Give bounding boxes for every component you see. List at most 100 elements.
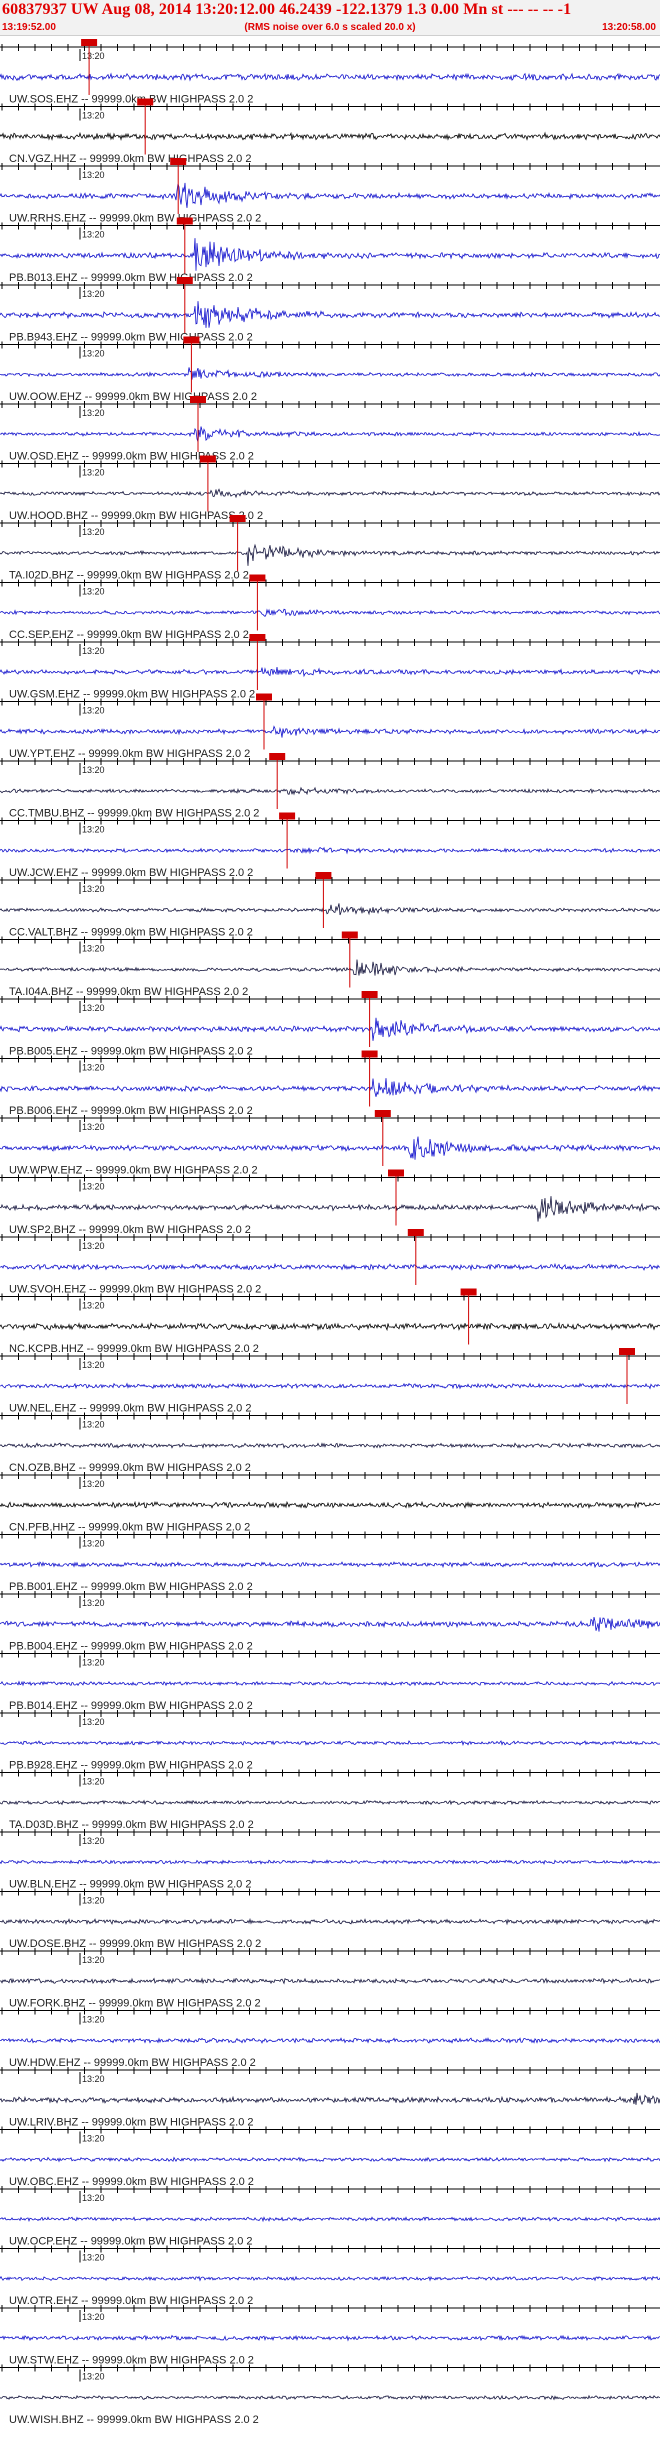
minute-tick-label: 13:20 — [82, 1182, 105, 1192]
minute-tick-label: 13:20 — [82, 1301, 105, 1311]
minute-tick-label: 13:20 — [82, 1598, 105, 1608]
minute-tick-label: 13:20 — [82, 587, 105, 597]
channel-label: TA.I04A.BHZ -- 99999.0km BW HIGHPASS 2.0… — [9, 986, 248, 998]
channel-label: UW.GSM.EHZ -- 99999.0km BW HIGHPASS 2.0 … — [9, 689, 255, 701]
channel-label: UW.SOS.EHZ -- 99999.0km BW HIGHPASS 2.0 … — [9, 94, 253, 106]
waveform-trace — [0, 2334, 660, 2342]
minute-tick-label: 13:20 — [82, 1777, 105, 1787]
minute-tick-label: 13:20 — [82, 468, 105, 478]
window-start-time: 13:19:52.00 — [2, 22, 56, 33]
waveform-trace — [0, 2394, 660, 2401]
window-end-time: 13:20:58.00 — [602, 22, 656, 33]
channel-label: UW.DOSE.BHZ -- 99999.0km BW HIGHPASS 2.0… — [9, 1938, 261, 1950]
channel-label: UW.NEL.EHZ -- 99999.0km BW HIGHPASS 2.0 … — [9, 1403, 251, 1415]
channel-label: UW.STW.EHZ -- 99999.0km BW HIGHPASS 2.0 … — [9, 2355, 254, 2367]
event-title: 60837937 UW Aug 08, 2014 13:20:12.00 46.… — [2, 1, 572, 18]
channel-label: UW.WISH.BHZ -- 99999.0km BW HIGHPASS 2.0… — [9, 2414, 259, 2426]
minute-tick-label: 13:20 — [82, 230, 105, 240]
minute-tick-label: 13:20 — [82, 1003, 105, 1013]
minute-tick-label: 13:20 — [82, 1955, 105, 1965]
waveform-trace — [0, 1799, 660, 1806]
waveform-trace — [0, 1017, 660, 1041]
channel-label: PB.B928.EHZ -- 99999.0km BW HIGHPASS 2.0… — [9, 1760, 253, 1772]
waveform-trace — [0, 1262, 660, 1272]
channel-label: UW.SVOH.EHZ -- 99999.0km BW HIGHPASS 2.0… — [9, 1284, 261, 1296]
waveform-trace — [0, 1740, 660, 1746]
waveform-trace — [0, 1617, 660, 1632]
waveform-trace — [0, 543, 660, 566]
waveform-trace — [0, 131, 660, 141]
waveform-trace — [0, 2156, 660, 2163]
minute-tick-label: 13:20 — [82, 1539, 105, 1549]
waveform-trace — [0, 608, 660, 618]
waveform-trace — [0, 1977, 660, 1985]
minute-tick-label: 13:20 — [82, 706, 105, 716]
channel-label: UW.SP2.BHZ -- 99999.0km BW HIGHPASS 2.0 … — [9, 1224, 251, 1236]
minute-tick-label: 13:20 — [82, 1658, 105, 1668]
waveform-trace — [0, 1078, 660, 1097]
channel-label: PB.B006.EHZ -- 99999.0km BW HIGHPASS 2.0… — [9, 1105, 253, 1117]
minute-tick-label: 13:20 — [82, 1717, 105, 1727]
waveform-trace — [0, 1196, 660, 1222]
channel-label: UW.OTR.EHZ -- 99999.0km BW HIGHPASS 2.0 … — [9, 2295, 253, 2307]
waveform-trace — [0, 1561, 660, 1569]
minute-tick-label: 13:20 — [82, 1063, 105, 1073]
waveform-trace — [0, 1382, 660, 1390]
channel-label: UW.OCP.EHZ -- 99999.0km BW HIGHPASS 2.0 … — [9, 2236, 253, 2248]
channel-label: PB.B001.EHZ -- 99999.0km BW HIGHPASS 2.0… — [9, 1581, 253, 1593]
channel-label: UW.RRHS.EHZ -- 99999.0km BW HIGHPASS 2.0… — [9, 213, 261, 225]
waveform-trace — [0, 2092, 660, 2106]
minute-tick-label: 13:20 — [82, 1122, 105, 1132]
minute-tick-label: 13:20 — [82, 2134, 105, 2144]
minute-tick-label: 13:20 — [82, 170, 105, 180]
waveform-trace — [0, 367, 660, 380]
waveform-trace — [0, 667, 660, 678]
minute-tick-label: 13:20 — [82, 1896, 105, 1906]
waveform-trace — [0, 182, 660, 208]
channel-label: UW.OBC.EHZ -- 99999.0km BW HIGHPASS 2.0 … — [9, 2176, 254, 2188]
minute-tick-label: 13:20 — [82, 2253, 105, 2263]
channel-label: UW.LRIV.BHZ -- 99999.0km BW HIGHPASS 2.0… — [9, 2117, 254, 2129]
minute-tick-label: 13:20 — [82, 51, 105, 61]
minute-tick-label: 13:20 — [82, 2193, 105, 2203]
waveform-trace — [0, 786, 660, 796]
waveform-trace — [0, 846, 660, 855]
minute-tick-label: 13:20 — [82, 2015, 105, 2025]
minute-tick-label: 13:20 — [82, 1479, 105, 1489]
minute-tick-label: 13:20 — [82, 1836, 105, 1846]
waveform-trace — [0, 1442, 660, 1449]
minute-tick-label: 13:20 — [82, 349, 105, 359]
minute-tick-label: 13:20 — [82, 289, 105, 299]
channel-label: UW.YPT.EHZ -- 99999.0km BW HIGHPASS 2.0 … — [9, 748, 250, 760]
channel-label: UW.HOOD.BHZ -- 99999.0km BW HIGHPASS 2.0… — [9, 510, 263, 522]
channel-label: CC.TMBU.BHZ -- 99999.0km BW HIGHPASS 2.0… — [9, 808, 259, 820]
channel-label: UW.JCW.EHZ -- 99999.0km BW HIGHPASS 2.0 … — [9, 867, 253, 879]
channel-label: CC.SEP.EHZ -- 99999.0km BW HIGHPASS 2.0 … — [9, 629, 249, 641]
waveform-trace — [0, 1500, 660, 1510]
minute-tick-label: 13:20 — [82, 2372, 105, 2382]
waveform-trace — [0, 2216, 660, 2223]
waveform-trace — [0, 238, 660, 271]
waveform-trace — [0, 1917, 660, 1926]
waveform-trace — [0, 2037, 660, 2044]
channel-label: UW.FORK.BHZ -- 99999.0km BW HIGHPASS 2.0… — [9, 1998, 261, 2010]
minute-tick-label: 13:20 — [82, 408, 105, 418]
waveform-trace — [0, 1680, 660, 1687]
minute-tick-label: 13:20 — [82, 1241, 105, 1251]
channel-label: TA.I02D.BHZ -- 99999.0km BW HIGHPASS 2.0… — [9, 570, 249, 582]
minute-tick-label: 13:20 — [82, 944, 105, 954]
minute-tick-label: 13:20 — [82, 1360, 105, 1370]
channel-label: TA.D03D.BHZ -- 99999.0km BW HIGHPASS 2.0… — [9, 1819, 254, 1831]
channel-label: UW.HDW.EHZ -- 99999.0km BW HIGHPASS 2.0 … — [9, 2057, 256, 2069]
channel-label: NC.KCPB.HHZ -- 99999.0km BW HIGHPASS 2.0… — [9, 1343, 259, 1355]
minute-tick-label: 13:20 — [82, 646, 105, 656]
channel-label: PB.B004.EHZ -- 99999.0km BW HIGHPASS 2.0… — [9, 1641, 253, 1653]
channel-label: CN.VGZ.HHZ -- 99999.0km BW HIGHPASS 2.0 … — [9, 153, 251, 165]
minute-tick-label: 13:20 — [82, 2074, 105, 2084]
waveform-trace — [0, 301, 660, 328]
channel-label: CN.OZB.BHZ -- 99999.0km BW HIGHPASS 2.0 … — [9, 1462, 251, 1474]
minute-tick-label: 13:20 — [82, 527, 105, 537]
channel-label: UW.OSD.EHZ -- 99999.0km BW HIGHPASS 2.0 … — [9, 451, 254, 463]
channel-label: UW.WPW.EHZ -- 99999.0km BW HIGHPASS 2.0 … — [9, 1165, 258, 1177]
minute-tick-label: 13:20 — [82, 884, 105, 894]
